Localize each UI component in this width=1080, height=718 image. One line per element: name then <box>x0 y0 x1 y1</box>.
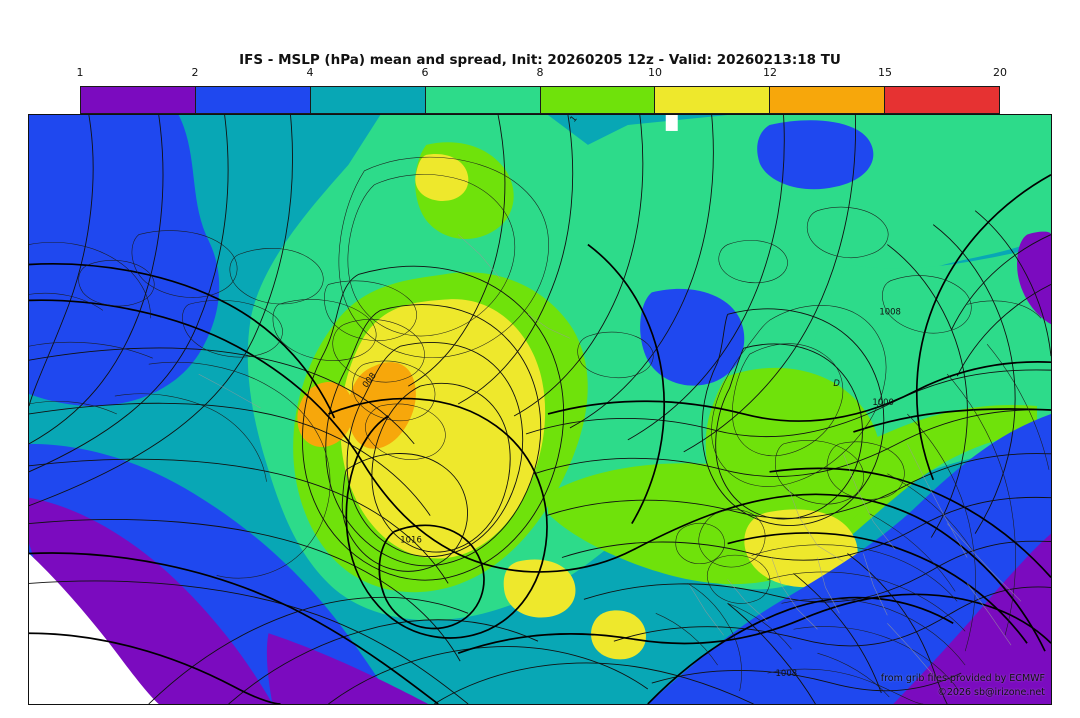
spread-band-2-4-e <box>647 413 1051 704</box>
colorbar-segment-4-6 <box>310 87 426 113</box>
contour-label-1000: 1000 <box>872 397 894 407</box>
spread-band-10-12-b <box>744 509 858 588</box>
colorbar-tick-2: 2 <box>191 66 199 79</box>
spread-band-10-12-d <box>591 610 646 660</box>
pressure-marker-low: D <box>833 378 840 388</box>
colorbar-tick-6: 6 <box>421 66 429 79</box>
colorbar-tick-4: 4 <box>306 66 314 79</box>
spread-band-10-12-e <box>415 153 469 201</box>
colorbar-segment-8-10 <box>540 87 656 113</box>
colorbar-segments <box>80 86 1000 114</box>
colorbar-segment-10-12 <box>655 87 771 113</box>
spread-below-min <box>29 553 159 704</box>
political-borders <box>198 234 1022 676</box>
credits-line-1: from grib files provided by ECMWF <box>880 673 1045 684</box>
colorbar-segment-1-2 <box>81 87 196 113</box>
map-svg: 1016 1008 1000 1008 1008 D <box>29 115 1051 704</box>
spread-band-1-2-sw2 <box>266 633 429 704</box>
colorbar-tick-8: 8 <box>536 66 544 79</box>
colorbar-segment-15-20 <box>885 87 999 113</box>
colorbar-segment-6-8 <box>425 87 541 113</box>
contour-label-1008-b: 1008 <box>776 668 798 678</box>
colorbar-segment-2-4 <box>195 87 311 113</box>
pole-gap <box>665 115 678 131</box>
contour-label-1008-a: 1008 <box>879 306 901 316</box>
colorbar-tick-labels: 1 2 4 6 8 10 12 15 20 <box>76 66 1008 82</box>
colorbar-tick-15: 15 <box>878 66 892 79</box>
spread-band-8-10-c <box>705 367 881 541</box>
spread-band-1-2-e <box>893 533 1051 704</box>
spread-band-2-4-nw <box>29 115 220 407</box>
spread-band-1-2-ne <box>1017 231 1051 325</box>
mslp-contours <box>29 115 1051 704</box>
colorbar-tick-20: 20 <box>993 66 1007 79</box>
colorbar-tick-10: 10 <box>648 66 662 79</box>
colorbar-segment-12-15 <box>770 87 886 113</box>
map-canvas[interactable]: 1016 1008 1000 1008 1008 D from grib fil… <box>28 114 1052 705</box>
contour-label-1016: 1016 <box>400 535 422 545</box>
page-title: IFS - MSLP (hPa) mean and spread, Init: … <box>239 52 841 68</box>
colorbar-tick-12: 12 <box>763 66 777 79</box>
credits-line-2: ©2026 sb@irizone.net <box>937 687 1045 698</box>
spread-band-2-4-n <box>757 120 874 190</box>
colorbar: 1 2 4 6 8 10 12 15 20 <box>77 66 1007 114</box>
colorbar-tick-1: 1 <box>76 66 84 79</box>
